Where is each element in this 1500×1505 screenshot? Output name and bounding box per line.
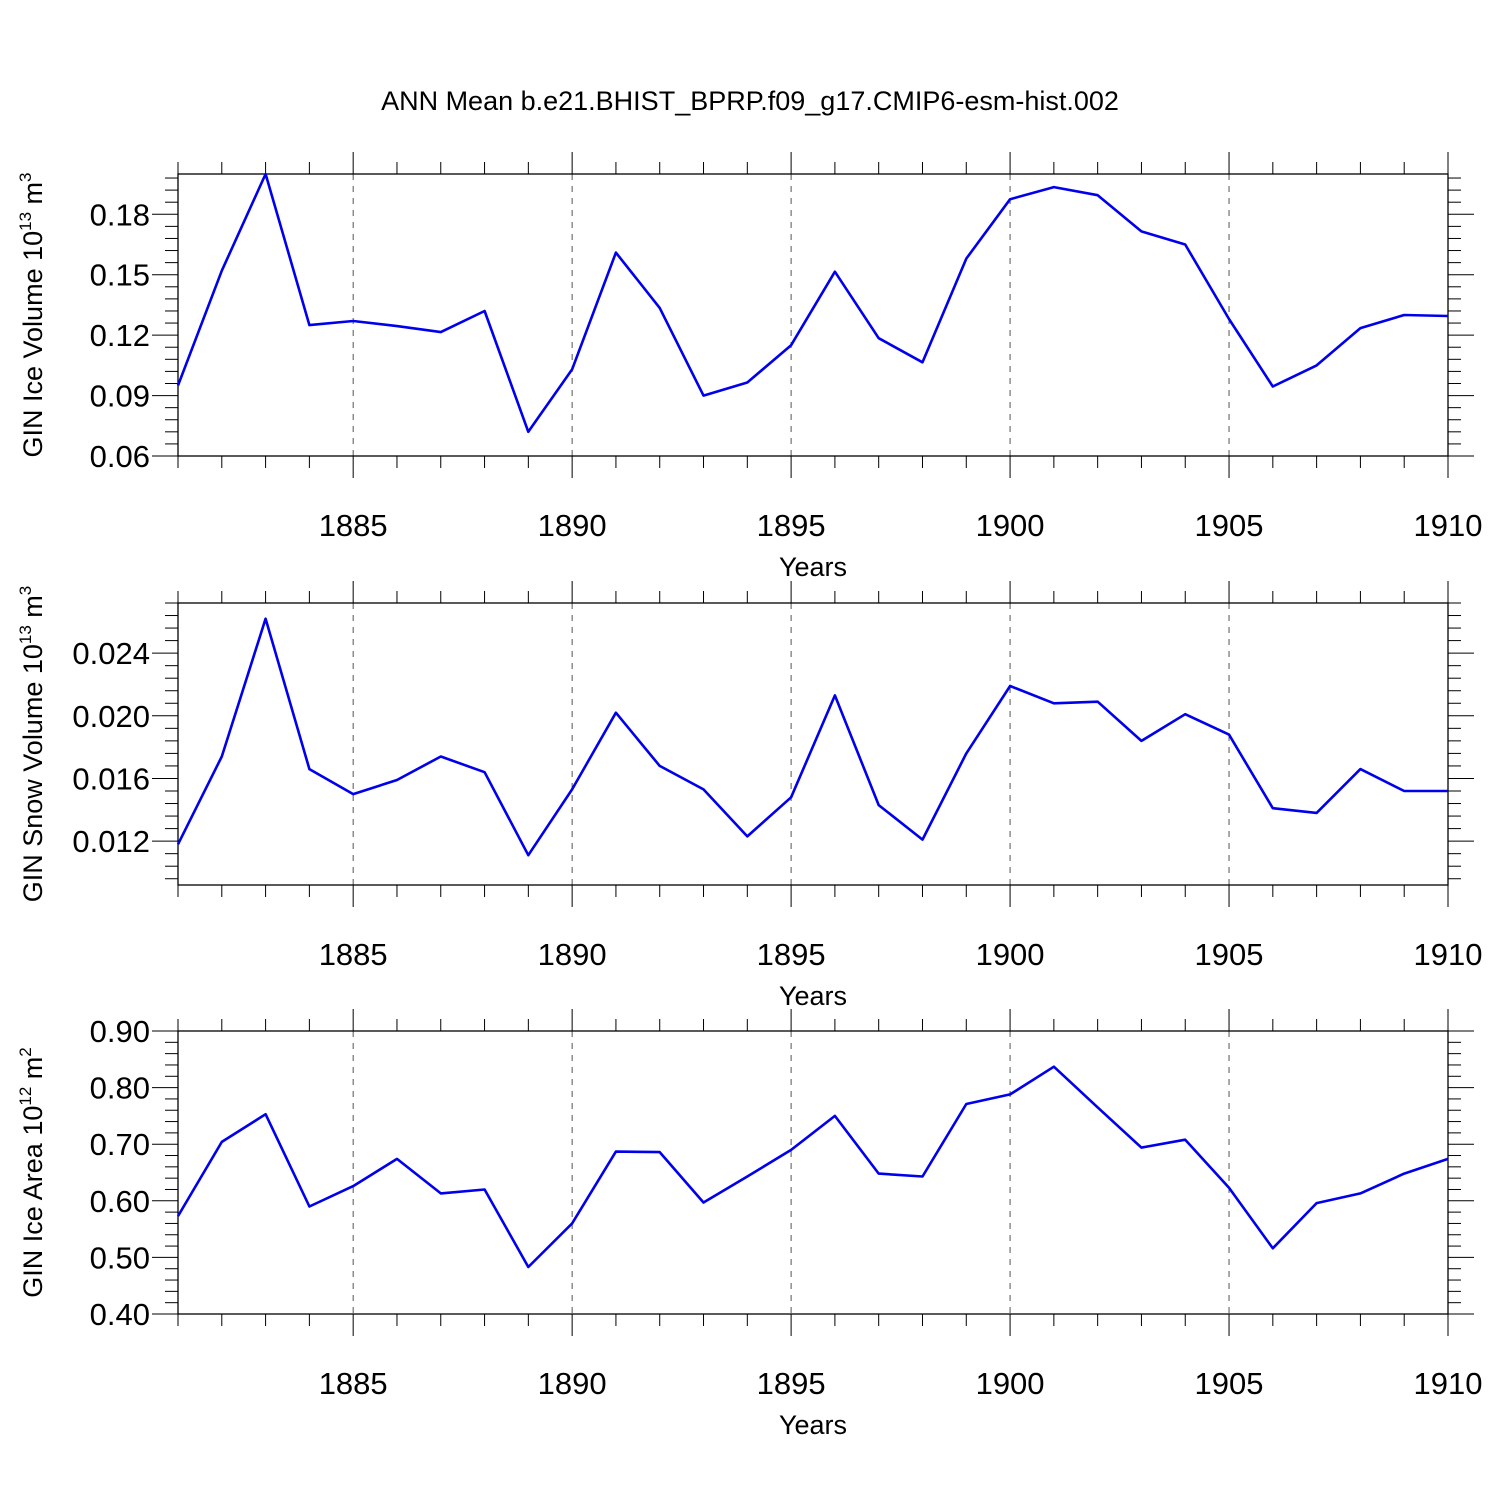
y-axis-label: GIN Ice Volume 1013 m3	[16, 172, 48, 457]
x-tick-label: 1885	[319, 937, 388, 972]
plot-frame	[177, 173, 1449, 457]
x-tick-label: 1890	[538, 1366, 607, 1401]
x-tick-label: 1890	[538, 508, 607, 543]
plot-frame	[177, 602, 1449, 886]
x-tick-label: 1900	[976, 1366, 1045, 1401]
y-axis-label-part: 2	[16, 1047, 35, 1056]
y-axis-label-part: m	[18, 595, 48, 625]
y-tick-label: 0.90	[90, 1014, 150, 1049]
x-tick-label: 1910	[1414, 508, 1483, 543]
y-axis-label-part: m	[18, 182, 48, 212]
series-line	[176, 617, 1448, 857]
y-tick-label: 0.12	[90, 318, 150, 353]
panel-2: 1885 1890 1895 1900 1905 1910 0.012 0.016 0.020 0…	[16, 581, 1482, 1011]
y-axis-label-part: GIN Ice Volume 10	[18, 231, 48, 458]
y-axis-label: GIN Snow Volume 1013 m3	[16, 586, 48, 903]
y-tick-label: 0.024	[72, 636, 150, 671]
y-axis-label-part: m	[18, 1057, 48, 1087]
y-tick-label: 0.06	[90, 439, 150, 474]
x-tick-label: 1895	[757, 1366, 826, 1401]
x-tick-label: 1905	[1195, 937, 1264, 972]
y-axis-label-part: GIN Ice Area 10	[18, 1106, 48, 1298]
y-tick-label: 0.016	[72, 761, 150, 796]
x-tick-label: 1900	[976, 508, 1045, 543]
x-tick-label: 1895	[757, 937, 826, 972]
x-axis-label: Years	[779, 552, 847, 582]
x-tick-label: 1905	[1195, 508, 1264, 543]
x-tick-label: 1885	[319, 508, 388, 543]
y-axis-label-part: 3	[16, 172, 35, 181]
chart-title: ANN Mean b.e21.BHIST_BPRP.f09_g17.CMIP6-…	[381, 86, 1119, 116]
y-tick-label: 0.09	[90, 379, 150, 414]
y-tick-label: 0.15	[90, 258, 150, 293]
y-tick-label: 0.40	[90, 1297, 150, 1332]
x-tick-label: 1895	[757, 508, 826, 543]
plot-frame	[177, 1030, 1449, 1315]
y-tick-label: 0.70	[90, 1127, 150, 1162]
panel-1: 1885 1890 1895 1900 1905 1910 0.06 0.09 0.12 0.15…	[16, 152, 1482, 582]
y-tick-label: 0.80	[90, 1071, 150, 1106]
y-axis-label-part: GIN Snow Volume 10	[18, 644, 48, 902]
x-tick-label: 1890	[538, 937, 607, 972]
y-tick-label: 0.020	[72, 699, 150, 734]
x-tick-label: 1905	[1195, 1366, 1264, 1401]
y-axis-label-part: 13	[16, 625, 35, 644]
x-axis-label: Years	[779, 981, 847, 1011]
x-tick-label: 1900	[976, 937, 1045, 972]
series-line	[176, 1065, 1449, 1269]
x-tick-label: 1910	[1414, 1366, 1483, 1401]
y-axis-label-part: 13	[16, 212, 35, 231]
y-axis-label-part: 12	[16, 1087, 35, 1106]
x-tick-label: 1885	[319, 1366, 388, 1401]
y-tick-label: 0.50	[90, 1240, 150, 1275]
y-axis-label-part: 3	[16, 586, 35, 595]
x-axis-label: Years	[779, 1410, 847, 1440]
y-tick-label: 0.012	[72, 824, 150, 859]
y-tick-label: 0.60	[90, 1184, 150, 1219]
series-line	[176, 172, 1449, 434]
panel-3: 1885 1890 1895 1900 1905 1910 0.40 0.50 0.60 0.70…	[16, 1009, 1482, 1440]
y-axis-label: GIN Ice Area 1012 m2	[16, 1047, 48, 1298]
x-tick-label: 1910	[1414, 937, 1483, 972]
y-tick-label: 0.18	[90, 197, 150, 232]
